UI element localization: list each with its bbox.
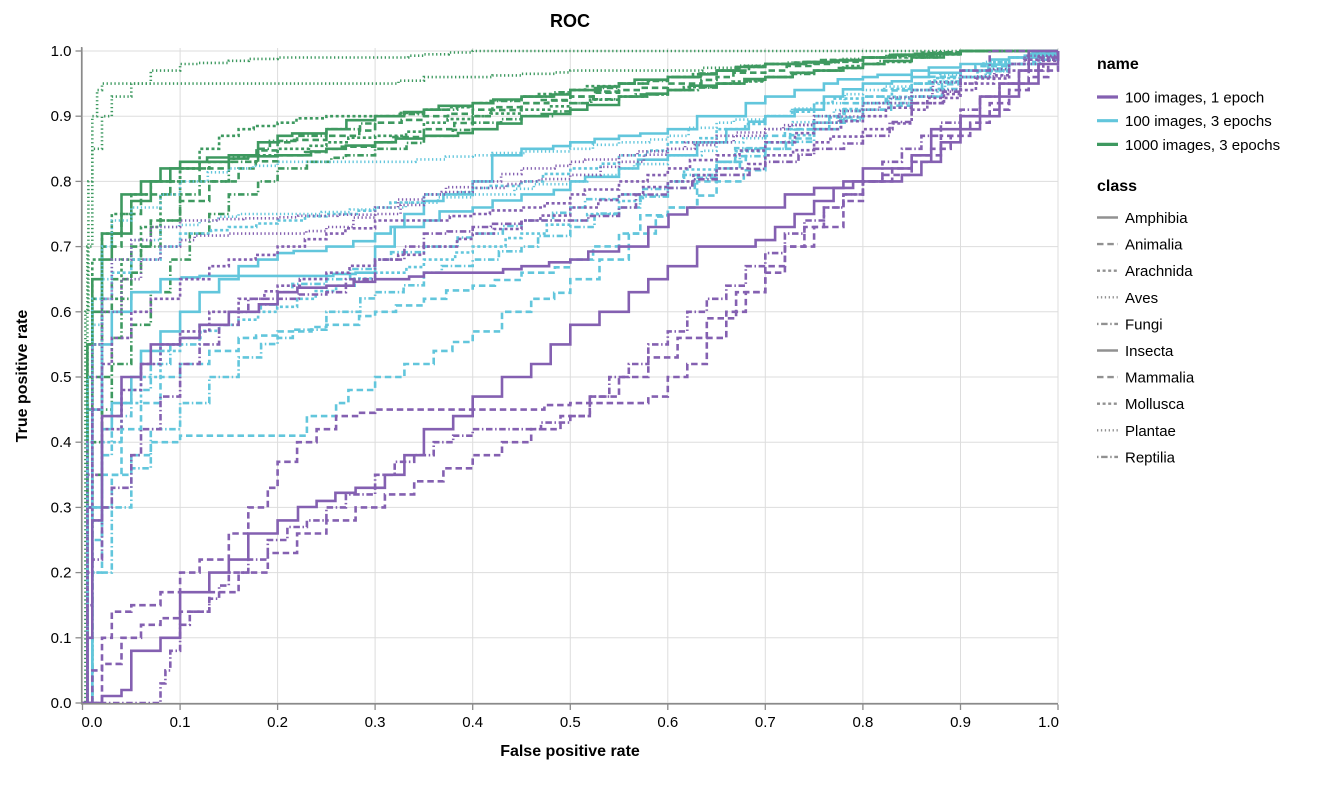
roc-curve-mollusca-purple [82,51,1060,705]
legend-name-label: 100 images, 3 epochs [1125,113,1272,130]
roc-curve-amphibia-cyan [82,51,1060,705]
legend-class-item: Reptilia [1097,449,1176,466]
roc-curve-mollusca-cyan [82,51,1060,705]
y-tick-label: 1.0 [51,43,72,60]
roc-curve-reptilia-cyan [82,51,1060,705]
y-tick-label: 0.9 [51,108,72,125]
legend-class-item: Plantae [1097,423,1176,440]
y-tick-label: 0.2 [51,565,72,582]
legend-name-title: name [1097,56,1139,73]
legend-class-item: Fungi [1097,316,1163,333]
legend-class-label: Amphibia [1125,210,1188,227]
y-tick-label: 0.4 [51,434,72,451]
roc-curve-aves-green [82,49,1058,705]
roc-curve-amphibia-green [82,49,1058,705]
y-tick-label: 0.5 [51,369,72,386]
x-tick-label: 1.0 [1038,714,1059,731]
x-tick-label: 0.0 [82,714,103,731]
roc-curve-fungi-green [82,49,1058,705]
chart-title: ROC [550,11,590,31]
legend-class-item: Aves [1097,290,1158,307]
legend-class-title: class [1097,178,1137,195]
y-tick-label: 0.7 [51,239,72,256]
x-axis-title: False positive rate [500,743,640,760]
x-tick-label: 0.4 [462,714,483,731]
roc-curve-animalia-cyan [82,51,1060,705]
legend-name-item: 100 images, 3 epochs [1097,113,1272,130]
roc-curve-animalia-green [82,49,1058,705]
roc-curve-animalia-purple [82,51,1060,705]
legend-name-label: 100 images, 1 epoch [1125,90,1264,107]
legend-class-label: Insecta [1125,343,1174,360]
roc-curve-arachnida-cyan [82,51,1060,705]
legend-name-item: 100 images, 1 epoch [1097,90,1264,107]
legend-class-label: Reptilia [1125,449,1176,466]
legend-class-label: Mollusca [1125,396,1185,413]
legend-class-label: Plantae [1125,423,1176,440]
legend-name-label: 1000 images, 3 epochs [1125,137,1280,154]
x-tick-label: 0.6 [657,714,678,731]
roc-curve-arachnida-purple [82,51,1060,705]
x-tick-label: 0.8 [852,714,873,731]
axes [80,47,1058,705]
legend-class-item: Insecta [1097,343,1174,360]
legend-class-item: Amphibia [1097,210,1188,227]
y-axis-title: True positive rate [14,310,31,443]
legend: name 100 images, 1 epoch 100 images, 3 epo… [1097,56,1280,466]
y-tick-label: 0.0 [51,695,72,712]
roc-curve-insecta-purple [82,49,1058,705]
legend-class-label: Arachnida [1125,263,1193,280]
roc-curve-mammalia-cyan [82,51,1060,705]
x-tick-label: 0.9 [950,714,971,731]
legend-class-label: Aves [1125,290,1158,307]
roc-curve-amphibia-purple [82,51,1060,705]
x-tick-label: 0.1 [170,714,191,731]
legend-name-item: 1000 images, 3 epochs [1097,137,1280,154]
roc-curve-aves-purple [82,51,1060,705]
y-tick-label: 0.1 [51,630,72,647]
tick-marks [75,50,1059,710]
roc-curves [82,49,1060,705]
y-tick-label: 0.6 [51,304,72,321]
tick-labels: 0.0 0.0 0.1 0.1 0.2 0.2 0.3 0.3 0.4 0.4 0.5 0.5 0.6 0… [51,43,1059,731]
y-tick-label: 0.3 [51,499,72,516]
x-tick-label: 0.7 [755,714,776,731]
x-tick-label: 0.3 [365,714,386,731]
legend-class-item: Animalia [1097,237,1183,254]
legend-class-label: Animalia [1125,237,1183,254]
x-tick-label: 0.2 [267,714,288,731]
legend-class-item: Arachnida [1097,263,1193,280]
legend-class-label: Fungi [1125,316,1163,333]
legend-class-label: Mammalia [1125,370,1195,387]
legend-class-item: Mollusca [1097,396,1185,413]
legend-class-item: Mammalia [1097,370,1195,387]
y-tick-label: 0.8 [51,173,72,190]
roc-curve-fungi-purple [82,49,1058,705]
x-tick-label: 0.5 [560,714,581,731]
